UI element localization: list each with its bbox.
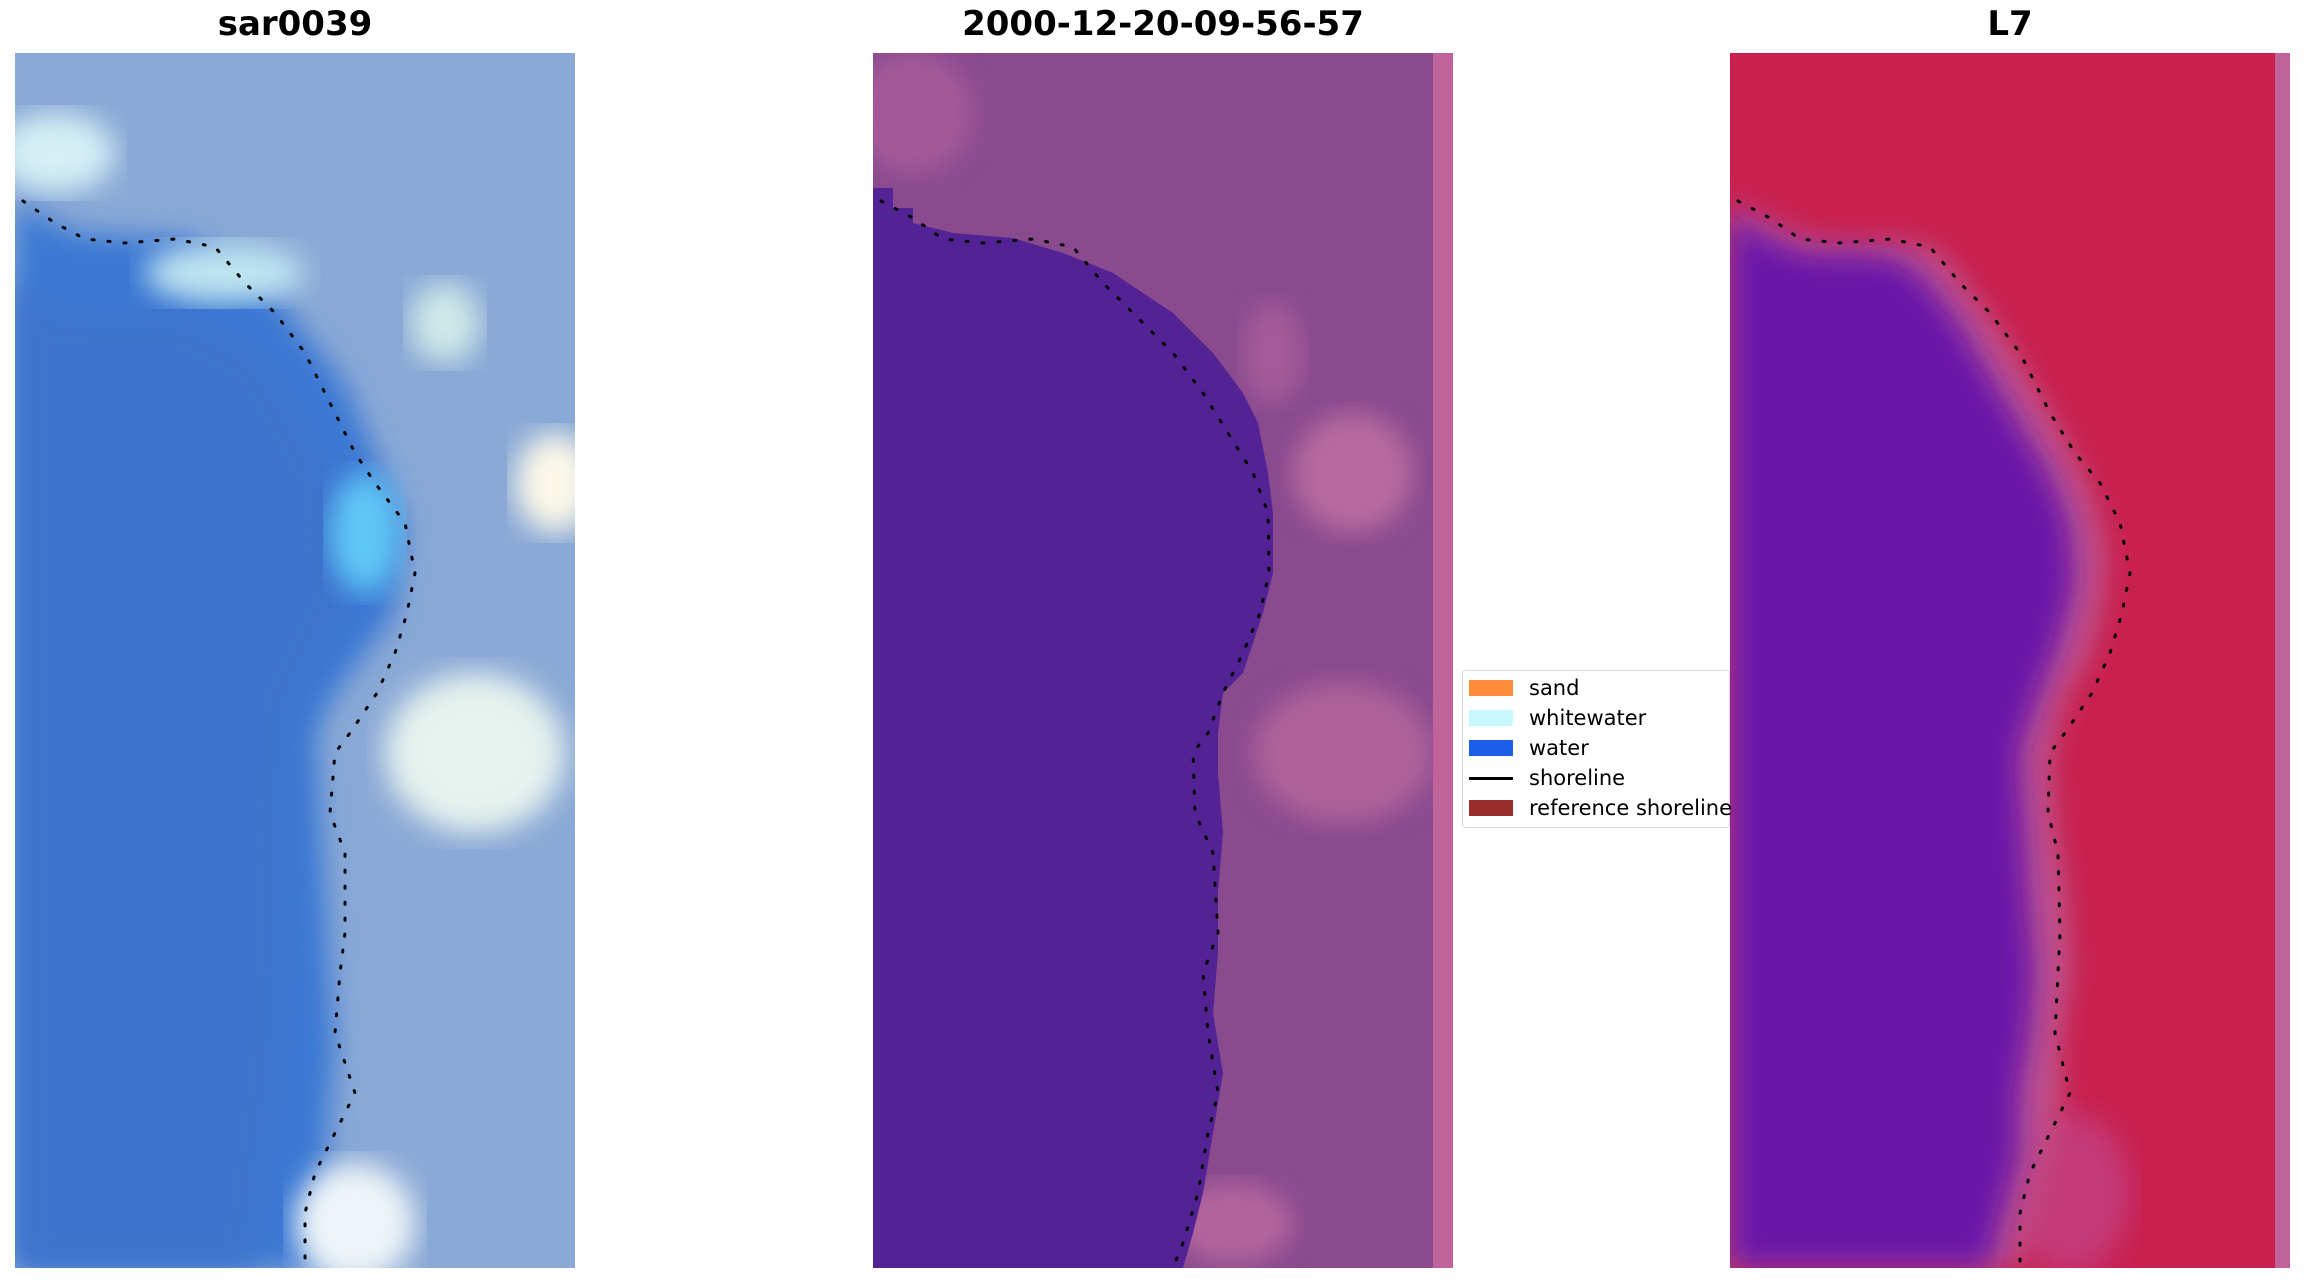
- legend-item-reference-shoreline: reference shoreline: [1469, 793, 1732, 823]
- legend-item-water: water: [1469, 733, 1589, 763]
- legend-label-sand: sand: [1529, 676, 1580, 700]
- legend-swatch-reference-shoreline: [1469, 800, 1513, 816]
- rgb-image-panel: [15, 53, 575, 1268]
- legend-item-whitewater: whitewater: [1469, 703, 1646, 733]
- panel-title-classified: 2000-12-20-09-56-57: [962, 4, 1364, 44]
- legend-swatch-water: [1469, 740, 1513, 756]
- rgb-image: [15, 53, 575, 1268]
- legend-label-water: water: [1529, 736, 1589, 760]
- legend-item-shoreline: shoreline: [1469, 763, 1625, 793]
- classified-image: [873, 53, 1453, 1268]
- legend: sand whitewater water shoreline referenc…: [1462, 670, 1732, 828]
- legend-label-reference-shoreline: reference shoreline: [1529, 796, 1733, 820]
- legend-line-shoreline: [1469, 776, 1513, 780]
- legend-label-shoreline: shoreline: [1529, 766, 1626, 790]
- legend-label-whitewater: whitewater: [1529, 706, 1647, 730]
- index-image: [1730, 53, 2290, 1268]
- classified-image-panel: [873, 53, 1453, 1268]
- legend-swatch-sand: [1469, 680, 1513, 696]
- panel-title-rgb: sar0039: [217, 4, 373, 44]
- legend-item-sand: sand: [1469, 673, 1579, 703]
- legend-swatch-whitewater: [1469, 710, 1513, 726]
- panel-title-index: L7: [1987, 4, 2033, 44]
- index-image-panel: [1730, 53, 2290, 1268]
